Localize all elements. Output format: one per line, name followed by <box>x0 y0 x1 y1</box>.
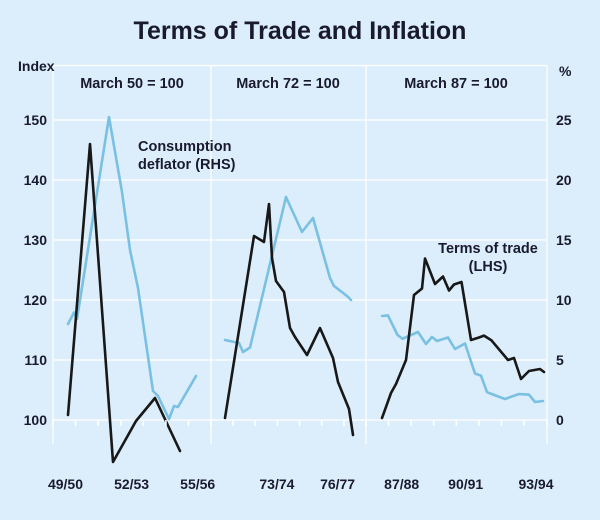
svg-text:93/94: 93/94 <box>518 476 553 492</box>
svg-text:120: 120 <box>24 292 48 308</box>
svg-text:100: 100 <box>24 412 48 428</box>
svg-text:73/74: 73/74 <box>259 476 294 492</box>
svg-text:90/91: 90/91 <box>448 476 483 492</box>
svg-text:140: 140 <box>24 172 48 188</box>
svg-text:0: 0 <box>556 412 564 428</box>
svg-text:March 50 = 100: March 50 = 100 <box>80 76 184 92</box>
svg-text:55/56: 55/56 <box>180 476 215 492</box>
svg-text:76/77: 76/77 <box>320 476 355 492</box>
svg-text:5: 5 <box>556 352 564 368</box>
svg-text:150: 150 <box>24 112 48 128</box>
svg-text:(LHS): (LHS) <box>469 259 508 275</box>
svg-text:March 72 = 100: March 72 = 100 <box>236 76 340 92</box>
svg-text:49/50: 49/50 <box>48 476 83 492</box>
svg-text:52/53: 52/53 <box>114 476 149 492</box>
svg-text:110: 110 <box>24 352 47 368</box>
svg-text:deflator (RHS): deflator (RHS) <box>138 157 236 173</box>
svg-text:Terms of Trade and Inflation: Terms of Trade and Inflation <box>134 17 467 45</box>
svg-text:87/88: 87/88 <box>384 476 419 492</box>
svg-text:March 87 = 100: March 87 = 100 <box>404 76 508 92</box>
svg-text:15: 15 <box>556 232 572 248</box>
svg-text:25: 25 <box>556 112 572 128</box>
svg-text:20: 20 <box>556 172 572 188</box>
svg-text:Consumption: Consumption <box>138 139 231 155</box>
svg-text:Terms of trade: Terms of trade <box>438 241 538 257</box>
svg-text:130: 130 <box>24 232 48 248</box>
svg-text:Index: Index <box>18 58 55 74</box>
svg-text:%: % <box>559 63 572 79</box>
svg-text:10: 10 <box>556 292 572 308</box>
